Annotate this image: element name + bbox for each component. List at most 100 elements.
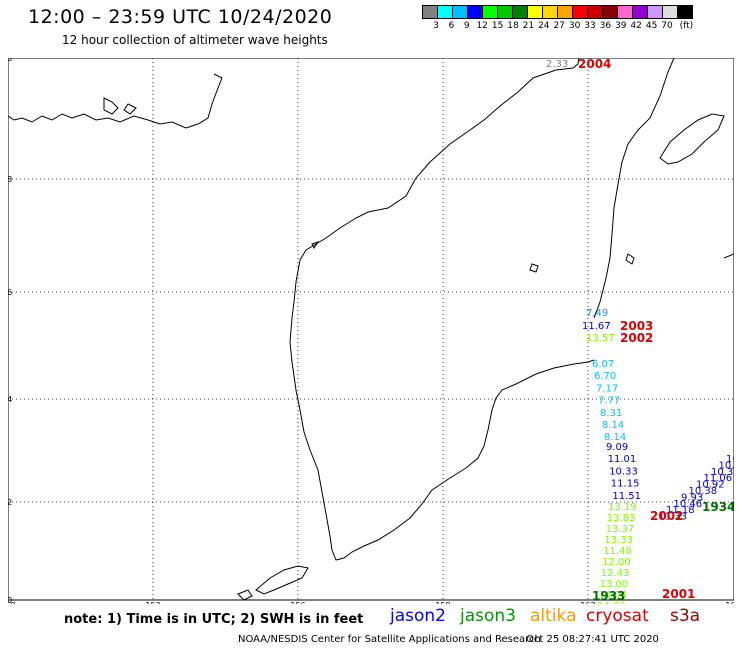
- longitude-label: 162: [580, 601, 595, 604]
- wave-height-value: 2.33: [546, 59, 568, 70]
- longitude-label: 165: [725, 601, 734, 604]
- legend-swatch: [647, 5, 663, 19]
- wave-height-value: 12.00: [602, 557, 631, 568]
- wave-height-value: 8.14: [604, 432, 626, 443]
- wave-height-value: 11.06: [704, 473, 733, 484]
- grid-lines: [8, 58, 734, 600]
- wave-height-value: 11.01: [608, 454, 637, 465]
- legend-swatch: [587, 5, 603, 19]
- legend-swatch: [497, 5, 513, 19]
- wave-height-value: 7.49: [586, 308, 608, 319]
- wave-height-value: 14.04: [598, 590, 627, 601]
- legend-label: 39: [615, 21, 627, 31]
- wave-height-value: 11.33: [659, 512, 688, 523]
- legend-label: 3: [433, 21, 439, 31]
- page-title: 12:00 – 23:59 UTC 10/24/2020: [28, 6, 333, 28]
- longitude-label: 159: [435, 601, 450, 604]
- latitude-labels: 60 58 56 54 52 50: [8, 58, 12, 604]
- latitude-label: 52: [8, 498, 12, 507]
- latitude-label: 50: [8, 596, 12, 604]
- map-frame: [8, 58, 734, 601]
- longitude-label: 153: [145, 601, 160, 604]
- legend-swatch: [482, 5, 498, 19]
- wave-height-map: 60 58 56 54 52 50 150 153 156 159 162 165 7.49 11.6…: [8, 58, 734, 604]
- pass-time-label: 2002: [650, 509, 683, 523]
- legend-swatch: [677, 5, 693, 19]
- coastline: [8, 58, 734, 601]
- wave-height-value: 9.93: [681, 492, 703, 503]
- legend-label: 27: [553, 21, 565, 31]
- wave-height-value: 11.15: [611, 479, 640, 490]
- pass-time-label: 2002: [620, 331, 653, 345]
- legend-label: 15: [491, 21, 504, 31]
- wave-height-value: 13.00: [600, 579, 629, 590]
- legend-swatch: [452, 5, 468, 19]
- footer-credit: NOAA/NESDIS Center for Satellite Applica…: [238, 634, 541, 645]
- legend-label: 70: [661, 21, 673, 31]
- wave-height-value: 11.51: [612, 491, 641, 502]
- legend-swatch: [557, 5, 573, 19]
- wave-height-value: 10.37: [711, 467, 734, 478]
- longitude-label: 150: [8, 601, 16, 604]
- legend-label: 21: [522, 21, 535, 31]
- satellite-label: cryosat: [586, 606, 649, 626]
- legend-label: 9: [463, 21, 470, 31]
- legend-swatch: [662, 5, 678, 19]
- longitude-label: 156: [290, 601, 305, 604]
- legend-swatch: [602, 5, 618, 19]
- legend-label: 33: [584, 21, 596, 31]
- satellite-label: altika: [530, 606, 577, 626]
- legend-swatch: [467, 5, 483, 19]
- wave-height-value: 10.96: [719, 460, 735, 471]
- color-legend: 3 6 9 12 15 18 21 24 27 30 33 36 39 42 45 70 (ft): [422, 5, 740, 31]
- pass-time-label: 2001: [662, 587, 695, 601]
- wave-height-value: 6.07: [592, 359, 614, 370]
- wave-height-value: 10.38: [689, 486, 718, 497]
- legend-label: 42: [630, 21, 642, 31]
- latitude-label: 60: [8, 58, 12, 63]
- wave-height-value: 13.37: [606, 524, 635, 535]
- wave-height-value: 11.67: [582, 321, 611, 332]
- page-subtitle: 12 hour collection of altimeter wave hei…: [62, 33, 328, 47]
- wave-height-value: 10.33: [609, 466, 638, 477]
- pass-time-label: 1933: [592, 589, 625, 603]
- legend-labels: 3 6 9 12 15 18 21 24 27 30 33 36 39 42 45 70 (ft): [422, 19, 740, 31]
- wave-height-value: 13.19: [608, 502, 637, 513]
- pass-time-label: 1934: [702, 500, 734, 514]
- legend-swatch: [527, 5, 543, 19]
- legend-label: 30: [568, 21, 581, 31]
- footer: NOAA/NESDIS Center for Satellite Applica…: [238, 634, 659, 645]
- wave-height-value: 6.70: [594, 371, 616, 382]
- legend-swatches: [422, 5, 740, 19]
- altimeter-track-values: 7.4911.6713.576.076.707.177.778.318.148.…: [546, 59, 734, 604]
- wave-height-value: 8.31: [600, 408, 622, 419]
- longitude-labels: 150 153 156 159 162 165: [8, 601, 734, 604]
- wave-height-value: 13.33: [604, 535, 633, 546]
- legend-label: 18: [507, 21, 519, 31]
- legend-swatch: [632, 5, 648, 19]
- wave-height-value: 11.18: [666, 505, 695, 516]
- wave-height-value: 12.43: [601, 568, 630, 579]
- wave-height-value: 11.48: [603, 546, 632, 557]
- legend-swatch: [422, 5, 438, 19]
- wave-height-value: 13.57: [586, 333, 615, 344]
- legend-swatch: [617, 5, 633, 19]
- wave-height-value: 7.77: [598, 396, 620, 407]
- legend-label: 6: [448, 21, 455, 31]
- legend-swatch: [437, 5, 453, 19]
- legend-label: 36: [599, 21, 612, 31]
- wave-height-value: 9.09: [606, 442, 628, 453]
- wave-height-value: 7.17: [596, 383, 618, 394]
- wave-height-value: 10: [726, 454, 734, 465]
- wave-height-value: 10.92: [696, 480, 725, 491]
- satellite-label: jason2: [390, 606, 446, 626]
- wave-height-value: 13.83: [607, 513, 636, 524]
- satellite-label: s3a: [670, 606, 701, 626]
- footer-timestamp: Oct 25 08:27:41 UTC 2020: [526, 634, 659, 645]
- legend-label: 24: [538, 21, 550, 31]
- wave-height-value: 10.46: [674, 499, 703, 510]
- latitude-label: 56: [8, 288, 12, 297]
- legend-label: 45: [645, 21, 658, 31]
- legend-label: 12: [476, 21, 488, 31]
